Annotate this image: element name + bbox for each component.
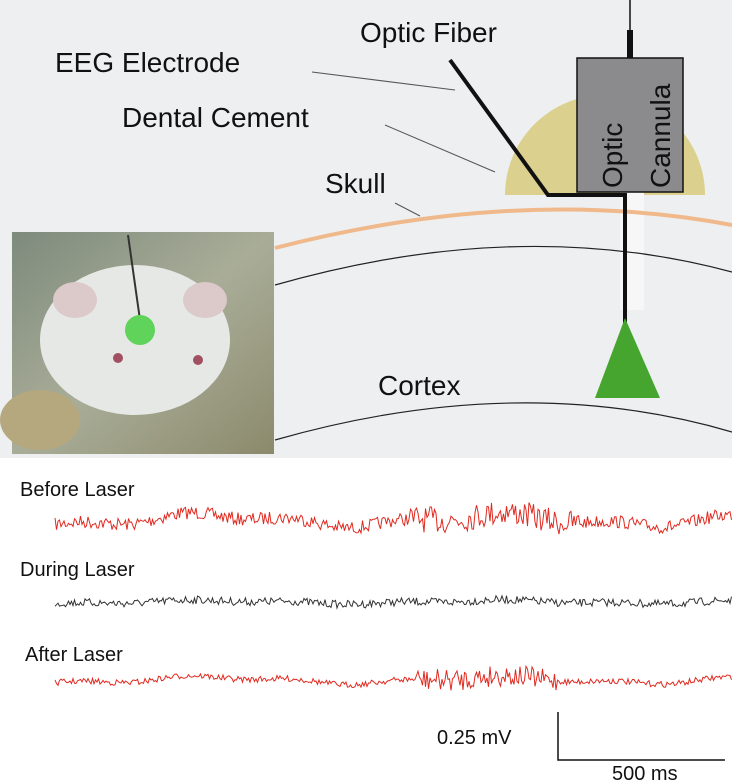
mouse-eye: [113, 353, 123, 363]
photo-implant: [125, 315, 155, 345]
label: Dental Cement: [122, 102, 309, 133]
mouse-ear: [53, 282, 97, 318]
eeg-trace: [55, 596, 732, 608]
mouse-eye: [193, 355, 203, 365]
mouse-ear: [183, 282, 227, 318]
bedding: [0, 390, 80, 450]
label: EEG Electrode: [55, 47, 240, 78]
label: Cannula: [645, 83, 676, 188]
label: Optic Fiber: [360, 17, 497, 48]
scale-bar: [558, 712, 725, 760]
label: Optic: [597, 123, 628, 188]
figure: Optic Fiber EEG Electrode Dental Cement …: [0, 0, 732, 783]
trace-label: Before Laser: [20, 479, 135, 501]
scale-label: 0.25 mV: [437, 727, 512, 749]
trace-label: During Laser: [20, 559, 135, 581]
label: Cortex: [378, 370, 460, 401]
eeg-trace: [55, 666, 732, 690]
scale-label: 500 ms: [612, 763, 678, 783]
eeg-trace: [55, 503, 732, 535]
trace-label: After Laser: [25, 644, 123, 666]
label: Skull: [325, 168, 386, 199]
